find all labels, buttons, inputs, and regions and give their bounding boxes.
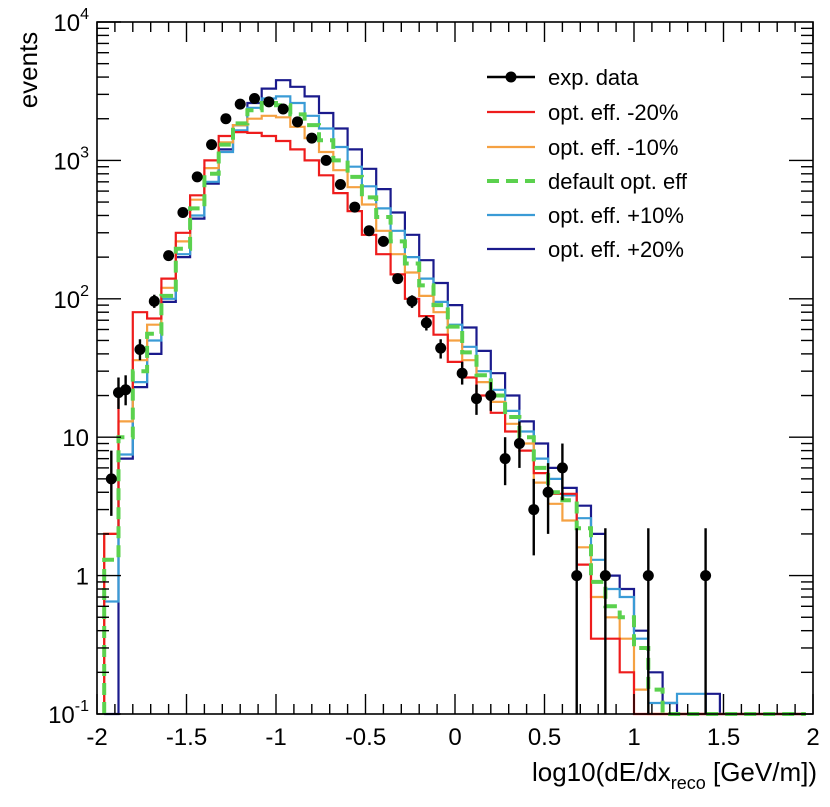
y-tick-label: 1 (76, 564, 89, 591)
data-point (148, 295, 160, 307)
data-point (306, 132, 318, 144)
y-tick-label: 103 (53, 144, 89, 175)
series-line-0 (103, 131, 806, 716)
series-line-3 (103, 95, 806, 716)
data-point (134, 344, 146, 356)
legend-label: default opt. eff (548, 169, 688, 194)
data-point (291, 116, 303, 128)
legend-label: opt. eff. -10% (548, 135, 678, 160)
data-point (571, 570, 583, 582)
data-point (392, 273, 404, 285)
data-point (363, 225, 375, 237)
data-point (485, 390, 497, 402)
legend-item-data: exp. data (487, 65, 639, 90)
legend-marker (505, 71, 517, 83)
data-point (377, 235, 389, 247)
x-tick-label: -1 (265, 724, 286, 751)
legend-item-2: default opt. eff (487, 169, 688, 194)
data-point (420, 317, 432, 329)
series-line-4 (104, 79, 806, 716)
data-point (191, 171, 203, 183)
data-point (406, 295, 418, 307)
data-point (700, 570, 712, 582)
data-point (349, 201, 361, 213)
legend-label: opt. eff. +20% (548, 237, 684, 262)
data-point (435, 342, 447, 354)
y-axis-title: events (13, 32, 43, 109)
series-layer (102, 79, 806, 716)
data-point (513, 438, 525, 450)
x-tick-label: 0.5 (528, 724, 561, 751)
y-tick-label: 10 (62, 425, 89, 452)
data-point (234, 98, 246, 110)
x-tick-label: 0 (448, 724, 461, 751)
data-point (277, 103, 289, 115)
data-point (470, 393, 482, 405)
legend-item-1: opt. eff. -10% (487, 135, 678, 160)
legend-item-3: opt. eff. +10% (487, 203, 684, 228)
x-axis-title: log10(dE/dxreco [GeV/m]) (532, 757, 817, 793)
legend-item-4: opt. eff. +20% (487, 237, 684, 262)
x-tick-label: -0.5 (345, 724, 386, 751)
data-point (528, 504, 540, 516)
data-point (120, 384, 132, 396)
data-point (163, 250, 175, 262)
data-point (499, 453, 511, 465)
legend-label: exp. data (548, 65, 639, 90)
x-tick-label: -2 (86, 724, 107, 751)
y-tick-label: 104 (53, 6, 89, 37)
data-point (177, 207, 189, 219)
x-tick-label: -1.5 (166, 724, 207, 751)
data-point (642, 570, 654, 582)
data-point (320, 154, 332, 166)
legend-label: opt. eff. -20% (548, 100, 678, 125)
data-point (456, 367, 468, 379)
data-point (105, 473, 117, 485)
data-point (556, 462, 568, 474)
data-point (249, 93, 261, 105)
legend-label: opt. eff. +10% (548, 203, 684, 228)
x-tick-label: 1 (627, 724, 640, 751)
x-tick-label: 1.5 (707, 724, 740, 751)
y-tick-label: 10-1 (48, 698, 89, 729)
data-point (263, 96, 275, 108)
data-point (220, 113, 232, 125)
x-tick-label: 2 (806, 724, 819, 751)
series-line-1 (103, 114, 806, 716)
data-point (206, 139, 218, 151)
data-point (334, 178, 346, 190)
series-line-2 (102, 101, 806, 716)
legend-item-0: opt. eff. -20% (487, 100, 678, 125)
exp-data-layer (105, 93, 712, 714)
legend: exp. data opt. eff. -20% opt. eff. -10% def… (487, 65, 688, 262)
data-point (599, 570, 611, 582)
axis-ticks: -2 -1.5 -1 -0.5 0 0.5 1 1.5 2 10-1 1 10 102 103 104 (48, 6, 820, 751)
data-point (542, 486, 554, 498)
y-tick-label: 102 (53, 283, 89, 314)
